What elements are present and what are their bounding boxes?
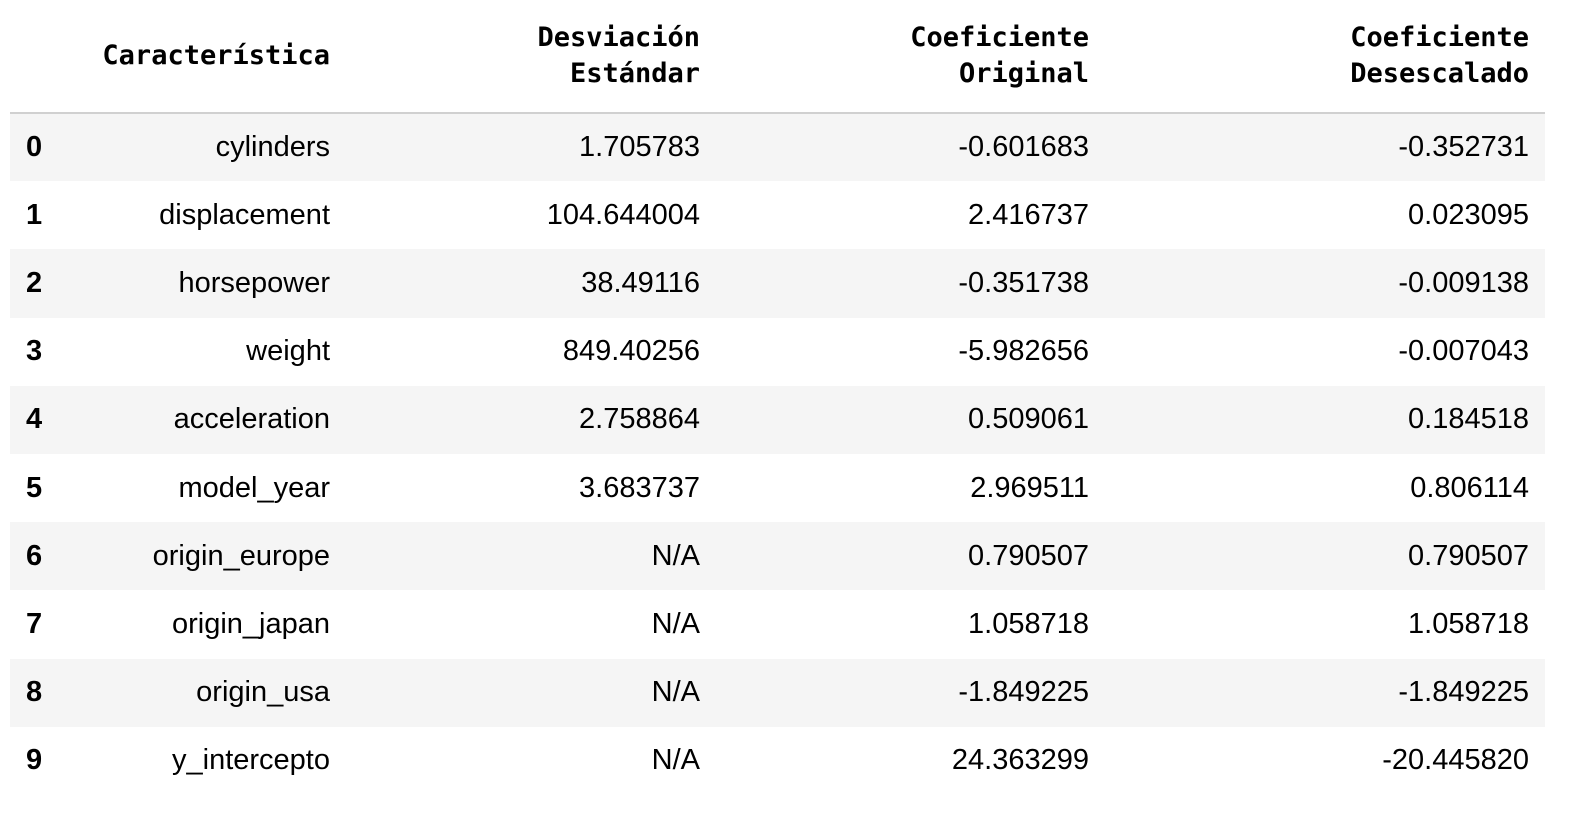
cell-caracteristica: origin_usa <box>196 676 330 709</box>
header-caracteristica: Característica <box>70 0 346 114</box>
table-row: 7 origin_japan N/A 1.058718 1.058718 <box>10 590 1545 659</box>
cell-coeficiente-original: 0.509061 <box>968 403 1089 436</box>
cell-desviacion-estandar: N/A <box>651 539 700 572</box>
row-index: 2 <box>26 266 43 299</box>
cell-coeficiente-original: 1.058718 <box>968 607 1089 640</box>
cell-caracteristica: origin_japan <box>171 607 330 640</box>
cell-caracteristica: y_intercepto <box>172 744 330 777</box>
cell-caracteristica: acceleration <box>173 403 330 436</box>
row-index: 6 <box>26 539 43 572</box>
index-header <box>10 0 70 114</box>
cell-coeficiente-desescalado: -0.009138 <box>1398 266 1529 299</box>
cell-caracteristica: origin_europe <box>152 539 330 572</box>
table-body: 0 cylinders 1.705783 -0.601683 -0.352731 1 dis… <box>10 113 1545 795</box>
header-coeficiente-original: Coeficiente Original <box>716 0 1105 114</box>
header-coeficiente-desescalado: Coeficiente Desescalado <box>1105 0 1545 114</box>
cell-coeficiente-desescalado: -20.445820 <box>1382 744 1529 777</box>
cell-coeficiente-desescalado: -0.352731 <box>1398 131 1529 164</box>
cell-coeficiente-desescalado: 0.184518 <box>1408 403 1529 436</box>
header-line: Original <box>958 58 1089 89</box>
cell-coeficiente-original: 2.416737 <box>968 198 1089 231</box>
row-index: 1 <box>26 198 43 231</box>
cell-caracteristica: weight <box>246 335 330 368</box>
row-index: 4 <box>26 403 43 436</box>
row-index: 3 <box>26 335 43 368</box>
header-desviacion-estandar: Desviación Estándar <box>346 0 716 114</box>
table-row: 1 displacement 104.644004 2.416737 0.023095 <box>10 181 1545 250</box>
cell-coeficiente-original: -0.351738 <box>958 266 1089 299</box>
row-index: 9 <box>26 744 43 777</box>
cell-coeficiente-original: -5.982656 <box>958 335 1089 368</box>
header-line: Estándar <box>569 58 700 89</box>
cell-desviacion-estandar: 2.758864 <box>579 403 700 436</box>
table-row: 4 acceleration 2.758864 0.509061 0.184518 <box>10 385 1545 454</box>
table-row: 5 model_year 3.683737 2.969511 0.806114 <box>10 453 1545 523</box>
cell-desviacion-estandar: N/A <box>651 676 700 709</box>
cell-desviacion-estandar: N/A <box>651 607 700 640</box>
table-row: 9 y_intercepto N/A 24.363299 -20.445820 <box>10 726 1545 795</box>
header-line: Coeficiente <box>1350 22 1529 53</box>
cell-desviacion-estandar: N/A <box>651 744 700 777</box>
table-row: 0 cylinders 1.705783 -0.601683 -0.352731 <box>10 113 1545 182</box>
header-line: Desescalado <box>1350 58 1529 89</box>
table-row: 8 origin_usa N/A -1.849225 -1.849225 <box>10 658 1545 727</box>
cell-coeficiente-desescalado: 0.790507 <box>1408 539 1529 572</box>
cell-coeficiente-original: -1.849225 <box>958 676 1089 709</box>
header-row: Característica Desviación Estándar Coefi… <box>10 0 1545 114</box>
table-row: 2 horsepower 38.49116 -0.351738 -0.009138 <box>10 249 1545 318</box>
cell-coeficiente-original: 24.363299 <box>951 744 1089 777</box>
row-index: 5 <box>26 471 43 504</box>
row-index: 7 <box>26 607 43 640</box>
coefficients-table: Característica Desviación Estándar Coefi… <box>10 0 1545 795</box>
header-line: Desviación <box>537 22 700 53</box>
cell-desviacion-estandar: 1.705783 <box>579 131 700 164</box>
cell-coeficiente-original: -0.601683 <box>958 131 1089 164</box>
cell-coeficiente-original: 0.790507 <box>968 539 1089 572</box>
header-line: Coeficiente <box>910 22 1089 53</box>
cell-coeficiente-desescalado: 0.806114 <box>1410 471 1529 504</box>
cell-caracteristica: cylinders <box>215 131 330 164</box>
cell-caracteristica: displacement <box>159 198 330 231</box>
table-row: 3 weight 849.40256 -5.982656 -0.007043 <box>10 317 1545 386</box>
cell-desviacion-estandar: 104.644004 <box>546 198 700 231</box>
dataframe-container: Característica Desviación Estándar Coefi… <box>10 0 1545 795</box>
cell-coeficiente-desescalado: 1.058718 <box>1408 607 1529 640</box>
row-index: 0 <box>26 131 43 164</box>
row-index: 8 <box>26 676 43 709</box>
cell-desviacion-estandar: 38.49116 <box>581 266 700 299</box>
cell-coeficiente-desescalado: -0.007043 <box>1398 335 1529 368</box>
cell-coeficiente-desescalado: -1.849225 <box>1398 676 1529 709</box>
cell-desviacion-estandar: 3.683737 <box>579 471 700 504</box>
table-row: 6 origin_europe N/A 0.790507 0.790507 <box>10 522 1545 591</box>
table-header: Característica Desviación Estándar Coefi… <box>10 0 1545 114</box>
cell-coeficiente-original: 2.969511 <box>970 471 1089 504</box>
cell-desviacion-estandar: 849.40256 <box>562 335 700 368</box>
cell-caracteristica: horsepower <box>178 266 330 299</box>
cell-coeficiente-desescalado: 0.023095 <box>1408 198 1529 231</box>
header-line: Característica <box>102 40 330 71</box>
cell-caracteristica: model_year <box>178 471 330 504</box>
